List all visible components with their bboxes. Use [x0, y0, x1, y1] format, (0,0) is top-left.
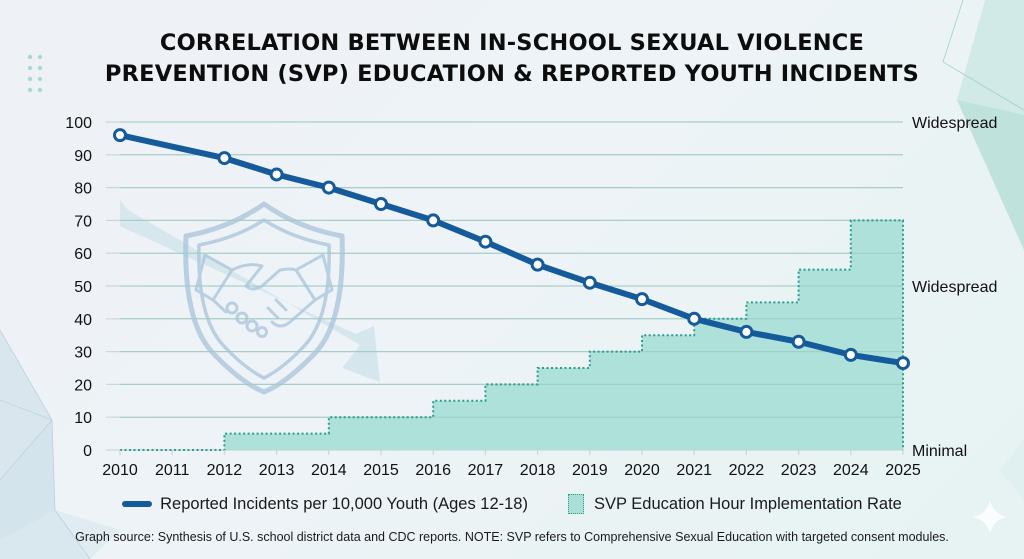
legend-area-swatch [567, 494, 584, 514]
y-tick-label: 80 [74, 181, 92, 198]
incidents-data-point [635, 292, 649, 307]
svp-step-bar [746, 302, 798, 450]
svp-step-area [120, 121, 904, 451]
x-tick-label: 2022 [729, 462, 765, 479]
right-axis-label: Widespread [912, 279, 997, 296]
legend: Reported Incidents per 10,000 Youth (Age… [0, 494, 1024, 514]
y-axis-left: 0 10 20 30 40 50 60 70 80 90 100 [65, 115, 92, 460]
y-tick-label: 90 [74, 148, 92, 165]
watermark-decoration [120, 200, 380, 395]
incidents-data-point [896, 356, 910, 371]
sparkle-icon [973, 500, 1007, 534]
y-tick-label: 50 [74, 279, 92, 296]
chart-title-line-2: PREVENTION (SVP) EDUCATION & REPORTED YO… [104, 61, 920, 87]
dot-grid-decoration [27, 54, 43, 93]
x-tick-label: 2023 [781, 462, 817, 479]
incidents-data-point [791, 334, 806, 349]
right-axis-label: Minimal [912, 443, 967, 460]
svp-step-bar [642, 335, 694, 450]
incidents-data-point [426, 213, 441, 228]
y-tick-label: 0 [83, 443, 92, 460]
shield-handshake-icon [183, 201, 345, 395]
incidents-data-point [269, 167, 284, 182]
x-tick-label: 2018 [520, 462, 556, 479]
y-tick-label: 20 [74, 377, 92, 394]
x-tick-label: 2021 [676, 462, 712, 479]
incidents-data-point [113, 128, 127, 143]
incidents-data-point [374, 197, 388, 211]
svp-step-bar [433, 401, 485, 450]
legend-item-svp: SVP Education Hour Implementation Rate [528, 494, 902, 514]
svp-area-outline [120, 219, 904, 451]
y-axis-right: Widespread Widespread Minimal [912, 115, 997, 460]
x-tick-label: 2016 [415, 462, 451, 479]
incidents-data-point [217, 151, 232, 166]
x-tick-label: 2013 [259, 462, 295, 479]
footnote: Graph source: Synthesis of U.S. school d… [75, 530, 949, 544]
svp-step-bar [485, 384, 537, 450]
incidents-data-point [478, 234, 493, 249]
y-tick-label: 40 [74, 312, 92, 329]
incidents-data-point [739, 324, 754, 339]
x-tick-label: 2017 [468, 462, 504, 479]
x-tick-label: 2015 [363, 462, 399, 479]
chart-title: CORRELATION BETWEEN IN-SCHOOL SEXUAL VIO… [0, 28, 1024, 90]
legend-label-incidents: Reported Incidents per 10,000 Youth (Age… [160, 494, 528, 513]
legend-line-swatch [122, 501, 153, 507]
y-tick-label: 60 [74, 246, 92, 263]
svp-step-bar [224, 434, 328, 450]
svp-step-bar [851, 220, 903, 450]
incidents-data-point [321, 180, 336, 195]
incidents-data-point [530, 257, 545, 272]
x-tick-label: 2020 [624, 462, 660, 479]
right-polygon-decoration [942, 0, 1024, 500]
x-tick-label: 2011 [155, 462, 190, 479]
svp-area-fill [120, 220, 903, 450]
svp-step-bar [329, 417, 433, 450]
svp-step-bar [538, 368, 590, 450]
y-tick-label: 100 [65, 115, 92, 132]
svp-step-bar [590, 352, 642, 450]
y-tick-label: 70 [74, 213, 92, 230]
x-tick-label: 2025 [885, 462, 921, 479]
incidents-data-point [582, 275, 597, 290]
x-axis: 2010 2011 2012 2013 2014 2015 2016 2017 2018 2019… [102, 450, 921, 479]
incidents-line-series [113, 128, 910, 371]
legend-item-incidents: Reported Incidents per 10,000 Youth (Age… [122, 495, 528, 514]
x-tick-label: 2010 [102, 462, 138, 479]
svp-step-bar [694, 319, 746, 450]
y-tick-label: 10 [74, 410, 92, 427]
x-tick-label: 2012 [207, 462, 243, 479]
x-tick-label: 2019 [572, 462, 608, 479]
legend-label-svp: SVP Education Hour Implementation Rate [593, 494, 902, 513]
left-polygon-decoration [0, 329, 120, 559]
right-axis-label: Widespread [912, 115, 997, 132]
chart-title-line-1: CORRELATION BETWEEN IN-SCHOOL SEXUAL VIO… [159, 30, 865, 56]
incidents-data-point [843, 347, 858, 362]
y-tick-label: 30 [74, 345, 92, 362]
incidents-data-point [687, 311, 702, 326]
svp-step-bar [799, 270, 851, 450]
x-tick-label: 2014 [311, 462, 347, 479]
x-tick-label: 2024 [833, 462, 869, 479]
